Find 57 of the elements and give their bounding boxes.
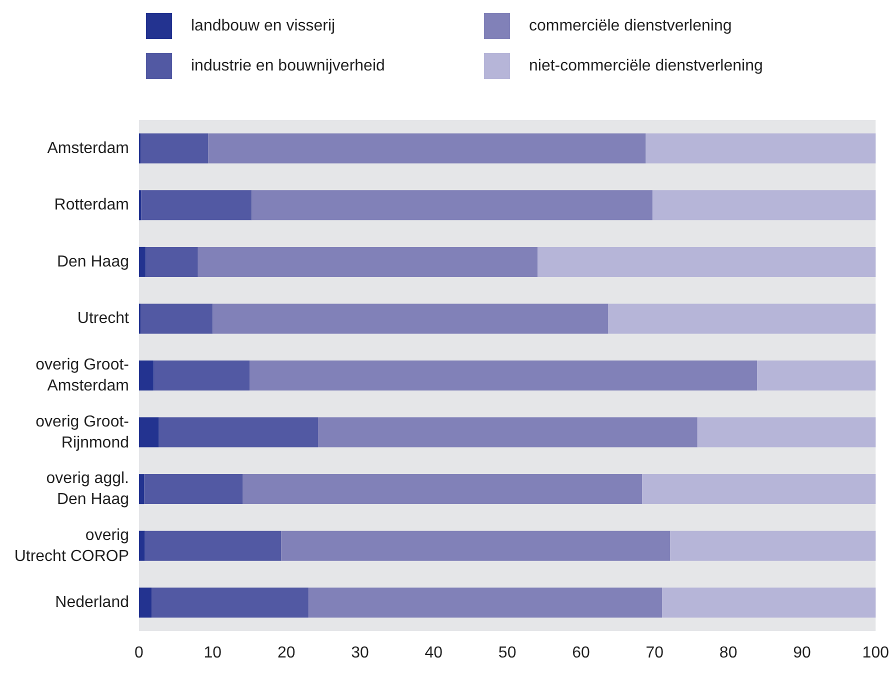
y-tick-label: Amsterdam bbox=[47, 140, 129, 157]
legend-label: industrie en bouwnijverheid bbox=[191, 58, 385, 74]
bar bbox=[154, 360, 250, 390]
bar bbox=[139, 417, 159, 448]
bar bbox=[139, 474, 144, 504]
x-tick-label: 70 bbox=[646, 644, 664, 662]
bar bbox=[146, 246, 198, 277]
x-tick-label: 100 bbox=[862, 644, 890, 662]
bar bbox=[141, 190, 252, 220]
y-tick-label: Rotterdam bbox=[54, 196, 129, 214]
bar bbox=[662, 588, 876, 618]
y-tick-label: overig Groot- Amsterdam bbox=[36, 356, 129, 394]
legend-label: commerciële dienstverlening bbox=[529, 18, 732, 34]
bar bbox=[646, 133, 876, 164]
bar bbox=[670, 530, 876, 561]
y-tick-label: Nederland bbox=[55, 594, 129, 612]
bar bbox=[652, 190, 876, 220]
bar bbox=[139, 530, 145, 561]
bar bbox=[139, 246, 146, 277]
bar bbox=[198, 246, 538, 277]
bar bbox=[250, 360, 758, 390]
x-tick-label: 0 bbox=[134, 644, 144, 662]
bar bbox=[140, 133, 208, 164]
bar bbox=[308, 588, 662, 618]
bar bbox=[152, 588, 308, 618]
bar bbox=[642, 474, 876, 504]
legend-label: niet-commerciële dienstverlening bbox=[529, 58, 763, 74]
x-tick-label: 90 bbox=[793, 644, 811, 662]
bar bbox=[139, 588, 152, 618]
bar bbox=[697, 417, 876, 448]
bar bbox=[252, 190, 652, 220]
y-tick-label: overig Groot- Rijnmond bbox=[36, 413, 129, 452]
y-tick-label: Den Haag bbox=[56, 253, 129, 270]
x-tick-label: 40 bbox=[424, 644, 443, 662]
x-tick-label: 50 bbox=[498, 644, 516, 662]
y-tick-label: overig aggl. Den Haag bbox=[46, 470, 129, 508]
bar bbox=[140, 304, 213, 334]
bar bbox=[281, 530, 670, 561]
y-tick-label: Utrecht bbox=[77, 310, 130, 328]
bar bbox=[144, 474, 243, 504]
bar bbox=[208, 133, 646, 164]
bar bbox=[608, 304, 876, 334]
bar bbox=[139, 360, 154, 390]
bar bbox=[318, 417, 698, 448]
bar bbox=[242, 474, 642, 504]
x-tick-label: 10 bbox=[204, 644, 222, 662]
y-tick-label: overig Utrecht COROP bbox=[14, 526, 129, 565]
bar bbox=[212, 304, 608, 334]
legend-label: landbouw en visserij bbox=[191, 18, 336, 34]
x-tick-label: 80 bbox=[719, 644, 738, 662]
bar bbox=[144, 530, 282, 561]
x-tick-label: 20 bbox=[277, 644, 296, 662]
x-tick-label: 30 bbox=[351, 644, 369, 662]
x-tick-label: 60 bbox=[572, 644, 590, 662]
bar bbox=[757, 360, 876, 390]
bar bbox=[538, 246, 876, 277]
bar bbox=[158, 417, 318, 448]
